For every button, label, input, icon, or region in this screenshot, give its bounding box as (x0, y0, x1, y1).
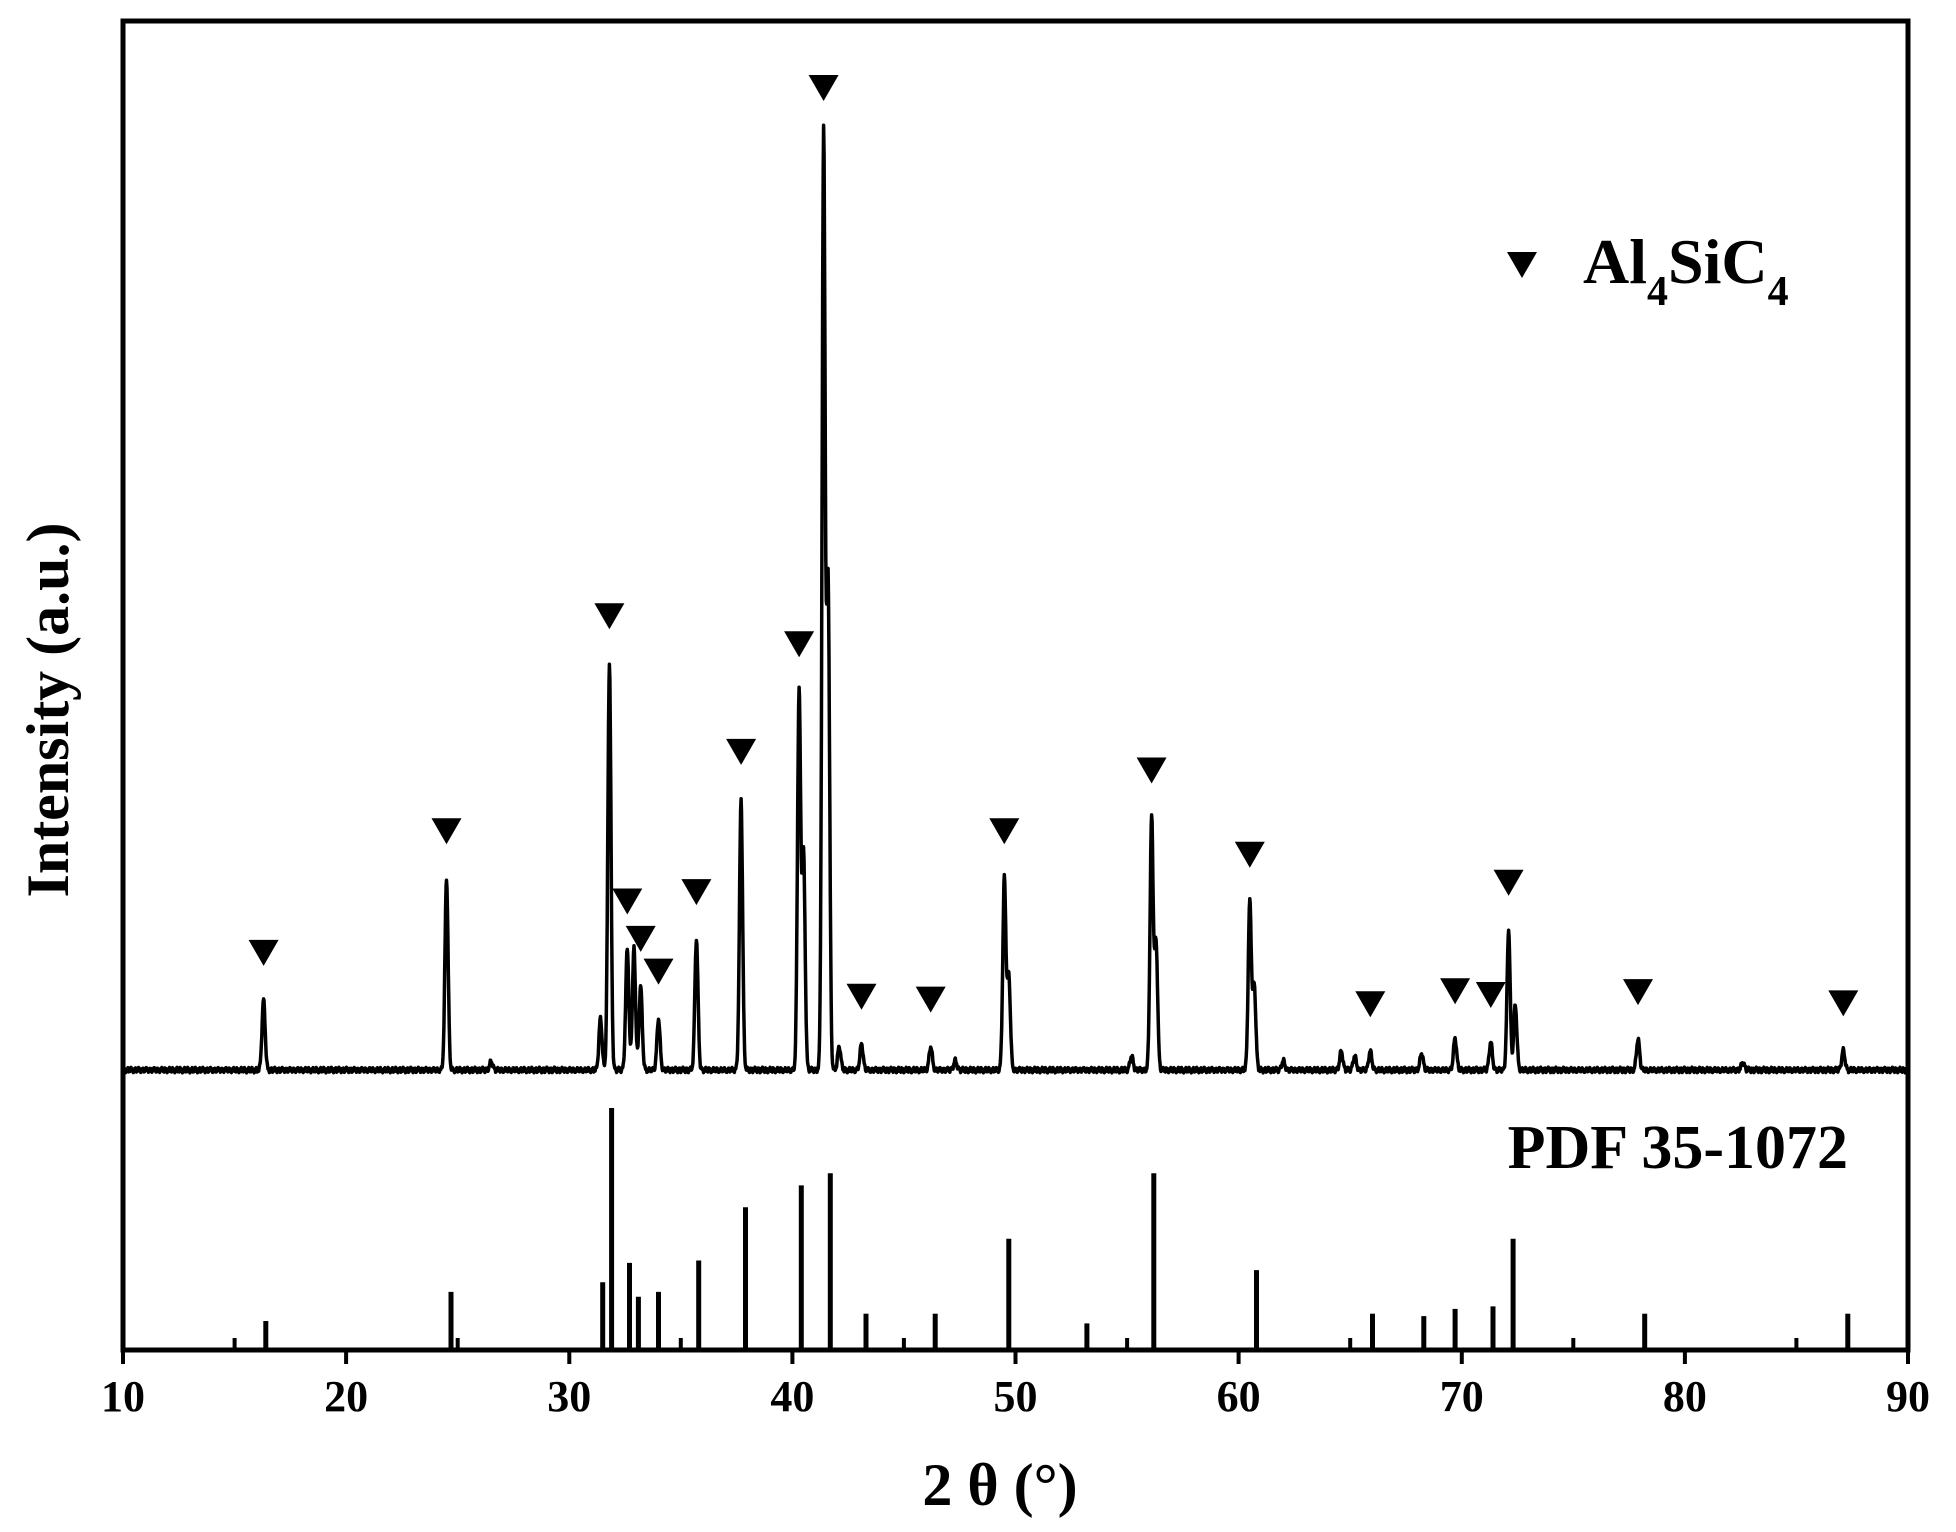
x-tick-label: 10 (101, 1372, 145, 1421)
al4sic4-peak-marker-icon (248, 939, 279, 966)
al4sic4-peak-marker-icon (1475, 982, 1506, 1008)
al4sic4-peak-marker-icon (726, 738, 757, 765)
al4sic4-peak-marker-icon (808, 75, 839, 101)
legend-label-part: Al (1583, 226, 1647, 297)
x-tick-label: 20 (324, 1372, 368, 1421)
legend-label-subscript: 4 (1768, 269, 1789, 315)
legend: Al4SiC4 (1507, 226, 1789, 315)
al4sic4-peak-marker-icon (846, 983, 877, 1010)
xrd-pattern-line (121, 123, 1910, 1075)
x-axis-ticks: 10 20 30 40 50 60 70 80 90 (101, 1338, 1930, 1421)
x-tick-label: 90 (1886, 1372, 1930, 1421)
x-tick-label: 60 (1217, 1372, 1261, 1421)
legend-label: Al4SiC4 (1583, 226, 1789, 315)
legend-triangle-marker-icon (1507, 252, 1537, 278)
al4sic4-peak-marker-icon (989, 818, 1020, 845)
legend-label-subscript: 4 (1647, 269, 1668, 315)
chart-marks (121, 75, 1910, 1350)
al4sic4-peak-marker-icon (643, 958, 674, 985)
al4sic4-peak-marker-icon (1828, 990, 1859, 1017)
al4sic4-peak-marker-icon (784, 631, 815, 658)
al4sic4-peak-marker-icon (1493, 869, 1524, 896)
al4sic4-peak-marker-icon (1234, 841, 1265, 868)
al4sic4-peak-marker-icon (1136, 757, 1167, 784)
al4sic4-peak-marker-icon (1440, 978, 1471, 1005)
x-tick-label: 70 (1440, 1372, 1484, 1421)
al4sic4-peak-marker-icon (612, 888, 643, 915)
reference-pattern-label: PDF 35-1072 (1508, 1114, 1848, 1182)
x-tick-label: 30 (547, 1372, 591, 1421)
al4sic4-peak-marker-icon (1623, 979, 1653, 1006)
legend-label-part: SiC (1668, 226, 1768, 297)
x-tick-label: 50 (994, 1372, 1038, 1421)
al4sic4-peak-marker-icon (681, 879, 712, 906)
al4sic4-peak-marker-icon (431, 818, 462, 845)
x-axis-title: 2 θ (°) (922, 1452, 1077, 1518)
x-tick-label: 40 (770, 1372, 814, 1421)
al4sic4-peak-marker-icon (594, 603, 625, 630)
al4sic4-peak-marker-icon (1355, 991, 1386, 1018)
x-tick-label: 80 (1663, 1372, 1707, 1421)
al4sic4-peak-marker-icon (915, 986, 946, 1013)
al4sic4-peak-marker-icon (625, 925, 656, 952)
y-axis-title: Intensity (a.u.) (15, 522, 81, 897)
